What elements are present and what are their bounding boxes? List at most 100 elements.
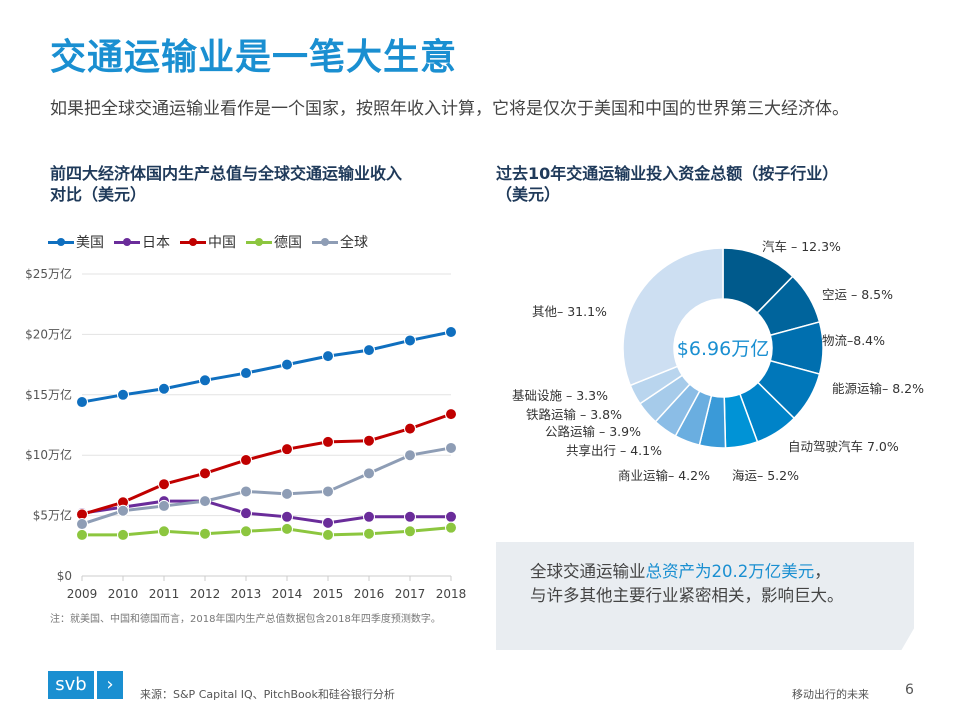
data-point — [117, 388, 129, 401]
data-point — [199, 467, 211, 480]
x-tick-label: 2017 — [395, 587, 426, 601]
callout-box — [496, 542, 914, 650]
data-point — [199, 527, 211, 540]
x-tick-label: 2016 — [354, 587, 385, 601]
legend-label: 全球 — [340, 235, 368, 251]
data-point — [363, 527, 375, 540]
data-point — [281, 358, 293, 371]
data-point — [158, 382, 170, 395]
data-point — [117, 504, 129, 517]
footer-title: 移动出行的未来 — [792, 688, 869, 701]
data-point — [158, 499, 170, 512]
legend-swatch — [114, 237, 140, 246]
data-point — [445, 441, 457, 454]
data-point — [322, 350, 334, 363]
x-tick-label: 2013 — [231, 587, 262, 601]
data-point — [404, 510, 416, 523]
y-tick-label: $10万亿 — [25, 447, 72, 462]
line-chart: $0 $5万亿 $10万亿 $15万亿 $20万亿 $25万亿 2009 2010 2011 20… — [25, 266, 467, 601]
data-point — [281, 510, 293, 523]
data-point — [445, 510, 457, 523]
line-chart-title-line1: 前四大经济体国内生产总值与全球交通运输业收入 — [50, 164, 403, 183]
data-point — [76, 528, 88, 541]
callout-line2: 与许多其他主要行业紧密相关，影响巨大。 — [530, 586, 844, 605]
data-point — [158, 478, 170, 491]
page-number: 6 — [905, 682, 914, 698]
data-point — [445, 325, 457, 338]
y-tick-label: $0 — [57, 569, 72, 583]
data-point — [240, 507, 252, 520]
data-point — [158, 525, 170, 538]
callout-highlight: 总资产为20.2万亿美元 — [645, 562, 815, 581]
data-point — [76, 396, 88, 409]
data-point — [240, 367, 252, 380]
legend-item: 日本 — [114, 232, 170, 252]
callout-pre: 全球交通运输业 — [530, 562, 646, 581]
donut-slice-label: 其他– 31.1% — [532, 304, 607, 319]
donut-slice-label: 共享出行 – 4.1% — [566, 443, 662, 458]
donut-center-label: $6.96万亿 — [677, 338, 769, 360]
donut-chart-title: 过去10年交通运输业投入资金总额（按子行业） （美元） — [496, 163, 838, 205]
donut-slice-label: 基础设施 – 3.3% — [512, 388, 608, 403]
chevron-right-icon: › — [97, 671, 123, 699]
data-point — [199, 374, 211, 387]
legend-label: 德国 — [274, 235, 302, 251]
x-tick-label: 2009 — [67, 587, 98, 601]
donut-slice-label: 自动驾驶汽车 7.0% — [788, 439, 899, 454]
donut-slice-label: 商业运输– 4.2% — [618, 468, 710, 483]
x-tick-label: 2015 — [313, 587, 344, 601]
x-tick-label: 2014 — [272, 587, 303, 601]
x-tick-label: 2018 — [436, 587, 467, 601]
series-line-德国 — [82, 526, 452, 537]
x-tick-label: 2011 — [149, 587, 180, 601]
data-point — [363, 510, 375, 523]
data-point — [363, 434, 375, 447]
y-tick-label: $25万亿 — [25, 266, 72, 281]
data-point — [404, 525, 416, 538]
series-line-日本 — [81, 499, 451, 525]
chart-note: 注：就美国、中国和德国而言，2018年国内生产总值数据包含2018年四季度预测数… — [50, 614, 441, 625]
data-point — [76, 518, 88, 531]
data-point — [240, 454, 252, 467]
y-tick-label: $5万亿 — [33, 508, 72, 523]
data-point — [363, 467, 375, 480]
data-point — [363, 344, 375, 357]
donut-slice-label: 铁路运输 – 3.8% — [526, 407, 622, 422]
data-point — [281, 487, 293, 500]
logo-text: svb — [48, 671, 94, 699]
legend-swatch — [180, 237, 206, 246]
legend-item: 德国 — [246, 232, 302, 252]
legend-item: 美国 — [48, 232, 104, 252]
data-point — [117, 528, 129, 541]
line-chart-title: 前四大经济体国内生产总值与全球交通运输业收入 对比（美元） — [50, 163, 402, 205]
page-title: 交通运输业是一笔大生意 — [50, 37, 458, 78]
legend-swatch — [48, 237, 74, 246]
data-point — [322, 528, 334, 541]
donut-slice-label: 空运 – 8.5% — [822, 287, 893, 302]
legend-label: 日本 — [142, 235, 170, 251]
data-point — [404, 334, 416, 347]
line-chart-title-line2: 对比（美元） — [50, 185, 147, 204]
legend-item: 全球 — [312, 232, 368, 252]
y-tick-label: $20万亿 — [25, 326, 72, 341]
series-line-中国 — [81, 412, 452, 516]
x-tick-label: 2010 — [108, 587, 139, 601]
donut-chart-title-line2: （美元） — [496, 185, 561, 204]
data-point — [240, 485, 252, 498]
data-point — [322, 435, 334, 448]
donut-chart-title-line1: 过去10年交通运输业投入资金总额（按子行业） — [496, 164, 839, 183]
subtitle: 如果把全球交通运输业看作是一个国家，按照年收入计算，它将是仅次于美国和中国的世界… — [50, 99, 849, 119]
data-point — [445, 408, 457, 421]
line-chart-legend: 美国 日本 中国 德国 全球 — [48, 232, 368, 252]
donut-chart: $6.96万亿 — [622, 247, 824, 449]
data-point — [240, 525, 252, 538]
data-point — [404, 449, 416, 462]
legend-item: 中国 — [180, 232, 236, 252]
legend-swatch — [246, 237, 272, 246]
data-point — [445, 521, 457, 534]
donut-slice-label: 物流–8.4% — [822, 333, 886, 348]
data-point — [199, 495, 211, 508]
donut-slice-label: 汽车 – 12.3% — [762, 239, 841, 254]
legend-label: 美国 — [76, 235, 104, 251]
